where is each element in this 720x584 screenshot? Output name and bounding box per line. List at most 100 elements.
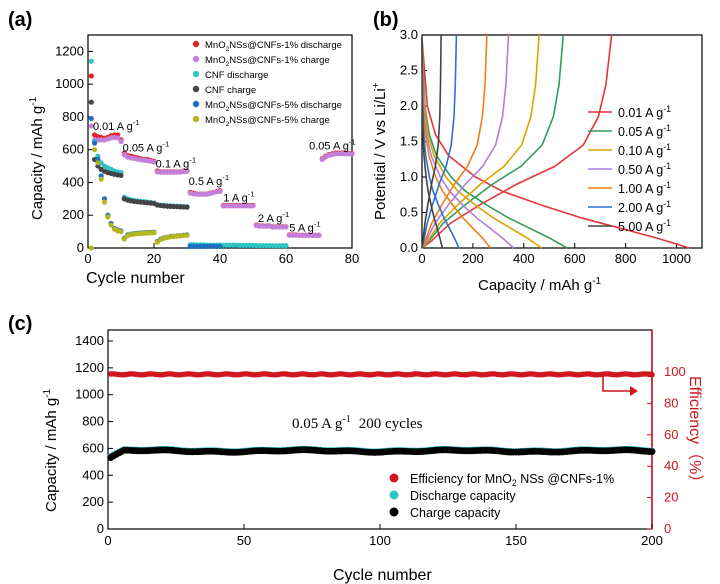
data-point [92, 140, 98, 146]
legend-label-b: 1.00 A g-1 [618, 180, 671, 196]
data-point [217, 188, 223, 194]
discharge-curve [421, 38, 492, 249]
y2-tick-label-c: 100 [664, 364, 686, 379]
y-tick-label-a: 1000 [55, 76, 84, 91]
efficiency-axis-arrow [602, 372, 636, 392]
data-point [184, 168, 190, 174]
y-tick-label-a: 0 [77, 240, 84, 255]
data-point [88, 58, 94, 64]
charge-curve [421, 34, 442, 249]
legend-marker-a [192, 70, 200, 78]
y-tick-label-b: 0.5 [400, 205, 418, 220]
legend-marker-a [192, 55, 200, 63]
charge-curve [421, 34, 565, 249]
rate-label: 0.01 A g-1 [93, 118, 140, 133]
rate-label: 2 A g-1 [258, 210, 289, 225]
series-a-5 [88, 147, 190, 251]
legend-label-b: 0.01 A g-1 [618, 104, 671, 120]
y-tick-label-a: 1200 [55, 43, 84, 58]
data-point [217, 243, 223, 249]
y-axis-label-c: Capacity / mAh g-1 [42, 388, 60, 512]
y-tick-label-b: 2.5 [400, 63, 418, 78]
data-point [151, 230, 157, 236]
data-point [250, 203, 256, 209]
data-point [88, 123, 94, 129]
legend-label-a: MnO2NSs@CNFs-1% discharge [205, 40, 342, 53]
charge-curve [421, 34, 510, 249]
y-tick-label-b: 2.0 [400, 98, 418, 113]
data-point [88, 73, 94, 79]
legend-label-b: 5.00 A g-1 [618, 218, 671, 234]
legend-marker-c [389, 507, 399, 517]
legend-label-a: MnO2NSs@CNFs-5% charge [205, 115, 330, 128]
x-tick-label-c: 0 [104, 533, 111, 548]
data-point [108, 222, 114, 228]
discharge-curve [421, 38, 444, 249]
data-point [649, 371, 655, 378]
y-tick-label-c: 600 [82, 440, 104, 455]
y-tick-label-a: 200 [62, 207, 84, 222]
x-tick-label-a: 80 [345, 251, 359, 266]
legend-label-b: 0.50 A g-1 [618, 161, 671, 177]
x-tick-label-c: 150 [505, 533, 527, 548]
y-tick-label-b: 1.0 [400, 169, 418, 184]
y2-tick-label-c: 60 [664, 427, 678, 442]
y2-tick-label-c: 0 [664, 521, 671, 536]
data-point [283, 243, 289, 249]
x-tick-label-b: 800 [615, 251, 637, 266]
y-tick-label-a: 800 [62, 109, 84, 124]
x-tick-label-b: 200 [462, 251, 484, 266]
legend-label-c: Efficiency for MnO2 NSs @CNFs-1% [410, 472, 614, 488]
y-tick-label-c: 200 [82, 494, 104, 509]
y2-tick-label-c: 40 [664, 458, 678, 473]
legend-marker-a [192, 115, 200, 123]
data-point [184, 232, 190, 238]
y2-axis-label-c: Efficiency（%） [686, 376, 704, 490]
cycle-annotation: 0.05 A g-1 200 cycles [292, 414, 423, 432]
x-tick-label-b: 600 [564, 251, 586, 266]
series-b-0 [421, 34, 690, 249]
legend-label-a: CNF charge [205, 85, 256, 96]
data-point [648, 448, 656, 456]
efficiency-axis-arrowhead [630, 386, 638, 396]
panel-label-b: (b) [373, 9, 399, 31]
discharge-curve [421, 38, 568, 249]
series-b-1 [421, 34, 568, 249]
charge-curve [421, 34, 488, 249]
rate-label: 0.05 A g-1 [123, 139, 170, 154]
legend-label-b: 2.00 A g-1 [618, 199, 671, 215]
series-b-2 [421, 34, 543, 249]
chart-c: 0 50 100 150 2000200400600800100012001400020… [42, 329, 704, 584]
x-tick-label-b: 400 [513, 251, 535, 266]
series-b-6 [421, 34, 444, 249]
panel-label-c: (c) [8, 313, 32, 335]
y-tick-label-c: 400 [82, 467, 104, 482]
legend-marker-a [192, 100, 200, 108]
x-tick-label-c: 200 [641, 533, 663, 548]
x-tick-label-b: 1000 [662, 251, 691, 266]
rate-label: 1 A g-1 [223, 189, 254, 204]
rate-label: 0.5 A g-1 [189, 173, 230, 188]
data-point [283, 224, 289, 230]
x-tick-label-b: 0 [418, 251, 425, 266]
data-point [88, 99, 94, 105]
legend-label-a: MnO2NSs@CNFs-1% charge [205, 55, 330, 68]
charge-curve [421, 34, 613, 249]
x-tick-label-c: 50 [237, 533, 251, 548]
series-c-efficiency [107, 371, 655, 378]
chart-b: 0 200 400 600 800 1000 0.0 0.5 1.0 1.5 2.0 2.5 3.0 0… [371, 27, 703, 294]
data-point [151, 159, 157, 165]
y-tick-label-a: 600 [62, 142, 84, 157]
x-axis-label-b: Capacity / mAh g-1 [478, 276, 602, 294]
series-a-3 [88, 99, 190, 210]
data-point [105, 214, 111, 220]
data-point [121, 236, 127, 242]
charge-curve [421, 34, 458, 249]
discharge-curve [421, 38, 543, 249]
rate-label: 0.05 A g-1 [309, 138, 356, 153]
y-tick-label-c: 1000 [75, 387, 104, 402]
x-tick-label-a: 60 [279, 251, 293, 266]
y-tick-label-c: 0 [97, 521, 104, 536]
